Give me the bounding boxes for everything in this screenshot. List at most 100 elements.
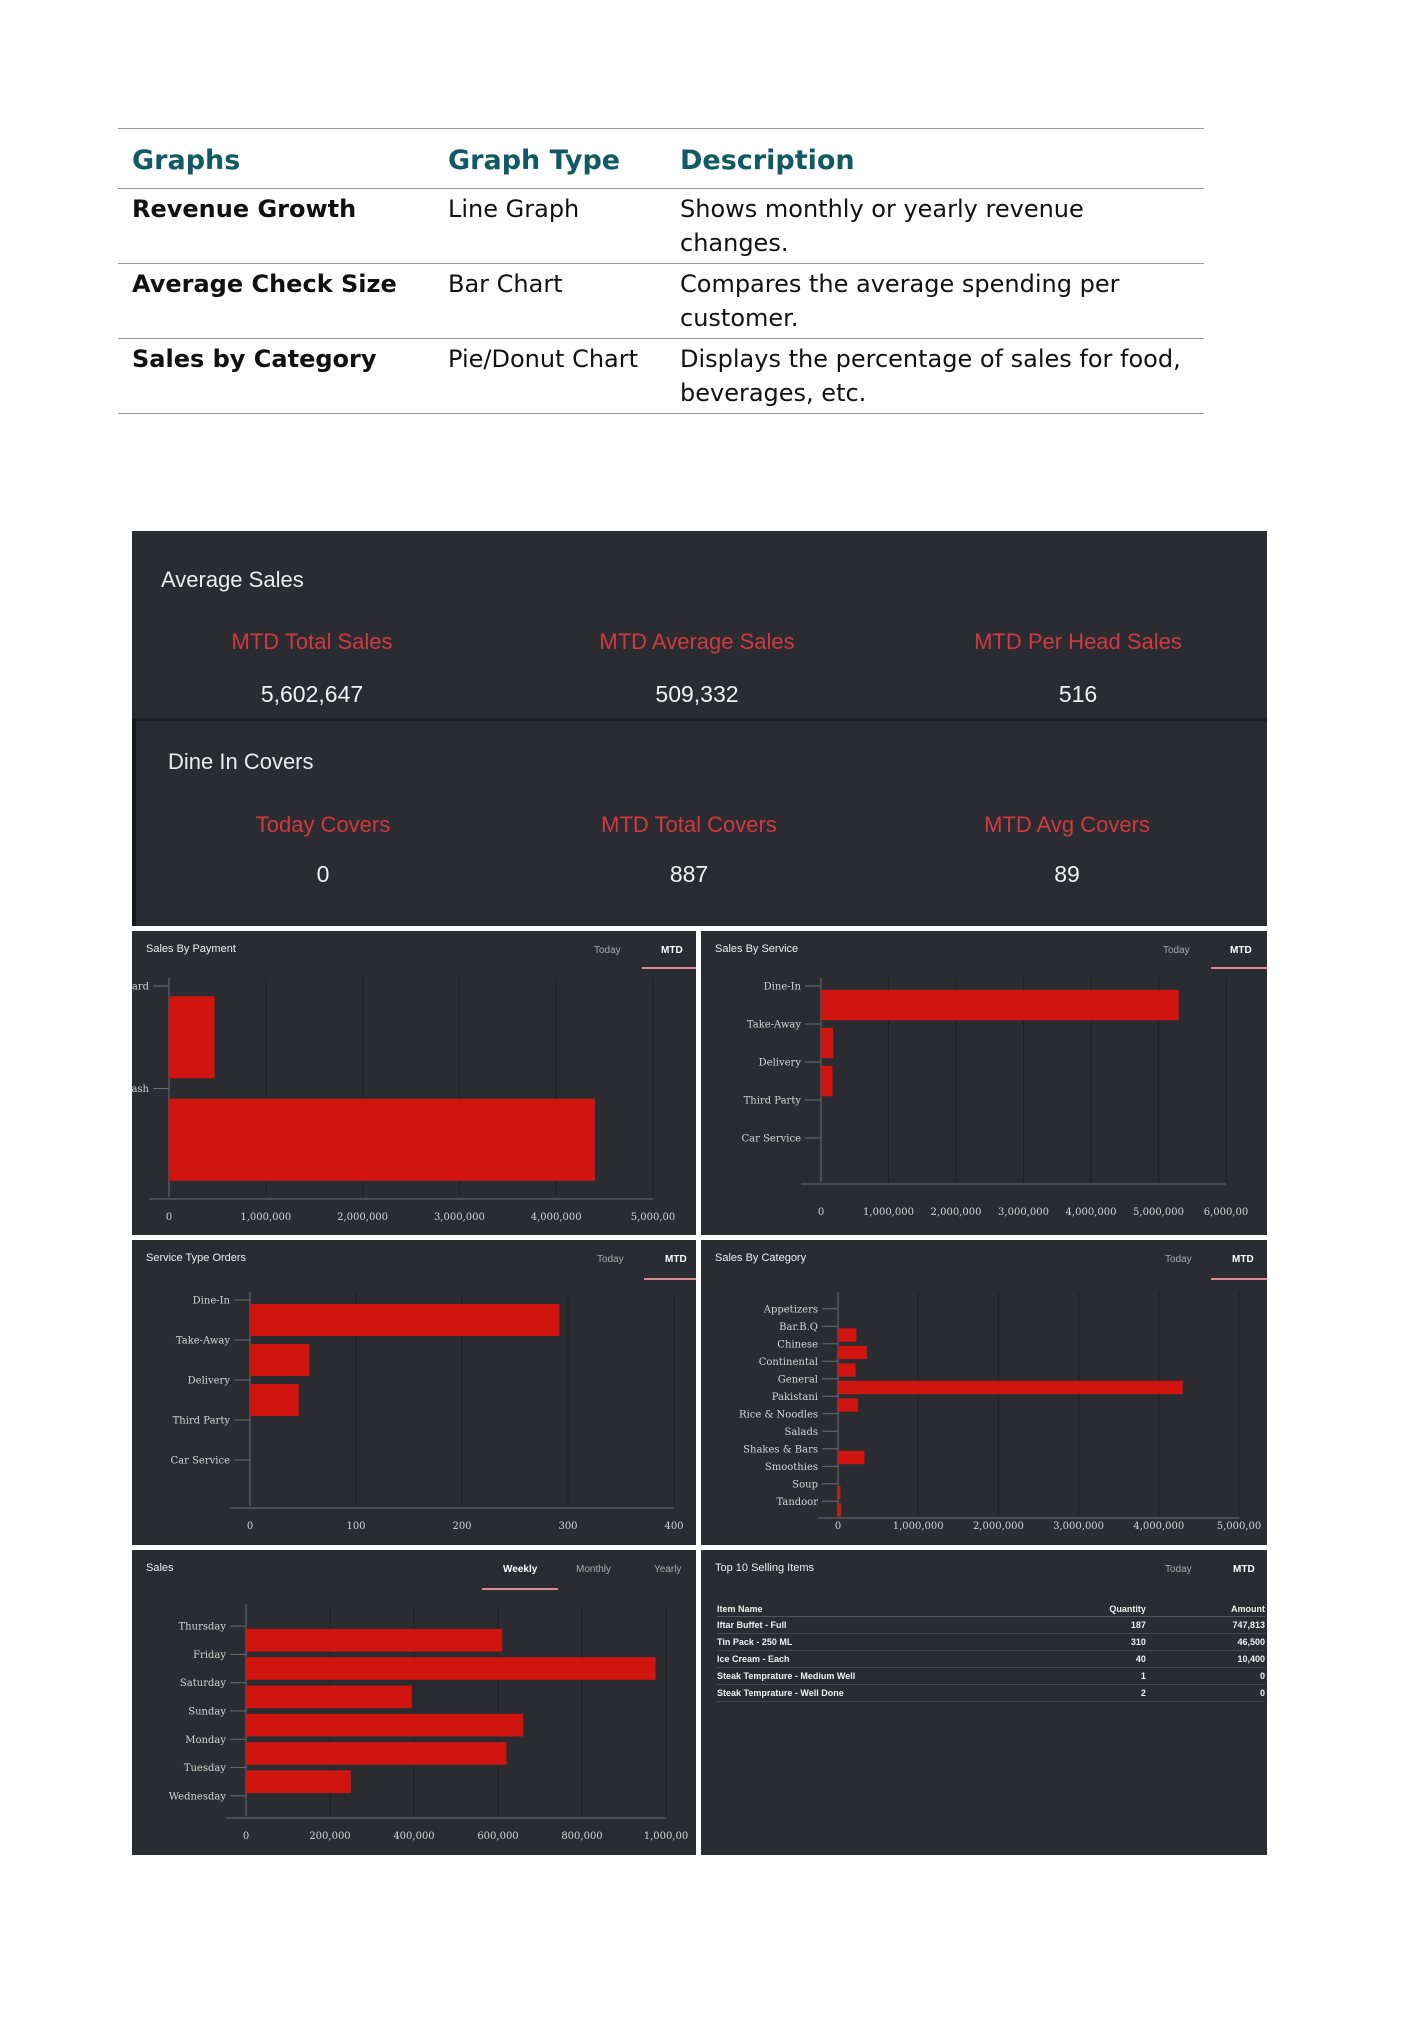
sales-by-payment-title: Sales By Payment (146, 943, 236, 955)
bar[interactable] (250, 1304, 560, 1336)
bar[interactable] (821, 1065, 833, 1097)
bar[interactable] (250, 1344, 310, 1376)
item-name-cell: Iftar Buffet - Full (717, 1616, 1015, 1634)
bar[interactable] (838, 1398, 859, 1412)
sales-by-category-title: Sales By Category (715, 1252, 807, 1264)
table-row[interactable]: Iftar Buffet - Full 187 747,813 (717, 1616, 1265, 1634)
tab-today[interactable]: Today (1163, 945, 1190, 956)
bar[interactable] (838, 1380, 1183, 1395)
table-row[interactable]: Steak Temprature - Well Done 2 0 (717, 1684, 1265, 1702)
y-category-label: Sunday (188, 1707, 226, 1718)
tab-today[interactable]: Today (594, 945, 621, 956)
y-category-label: Soup (792, 1479, 818, 1490)
header-graph-type: Graph Type (434, 128, 666, 189)
table-row[interactable]: Ice Cream - Each 40 10,400 (717, 1650, 1265, 1668)
tab-mtd[interactable]: MTD (661, 945, 683, 956)
graphs-table: Graphs Graph Type Description Revenue Gr… (118, 128, 1204, 414)
today-covers-value: 0 (316, 861, 330, 887)
y-category-label: Tandoor (776, 1497, 818, 1508)
x-tick-label: 5,000,00 (631, 1212, 676, 1223)
bar[interactable] (169, 996, 215, 1079)
x-tick-label: 3,000,000 (998, 1207, 1049, 1218)
y-category-label: Rice & Noodles (739, 1409, 818, 1420)
kpi-left-edge (132, 718, 136, 926)
x-tick-label: 5,000,00 (1217, 1521, 1262, 1532)
tab-active-underline (1211, 1278, 1267, 1280)
mtd-total-covers-value: 887 (669, 861, 709, 887)
column-item-name: Item Name (717, 1602, 1015, 1617)
y-category-label: Card (132, 982, 150, 993)
sales-by-service-panel: Sales By Service Today MTD 0 1,000,000 2,0… (701, 931, 1267, 1235)
y-category-label: Car Service (171, 1456, 231, 1467)
sales-panel: Sales Weekly Monthly Yearly 0 200,000 400,… (132, 1550, 696, 1855)
bar[interactable] (246, 1628, 503, 1652)
tab-yearly[interactable]: Yearly (654, 1564, 682, 1575)
sales-by-payment-panel: Sales By Payment Today MTD 0 1,000,000 2,0… (132, 931, 696, 1235)
tab-mtd[interactable]: MTD (1232, 1254, 1254, 1265)
tab-today[interactable]: Today (1165, 1564, 1192, 1575)
bar[interactable] (838, 1363, 856, 1377)
sales-by-category-chart: 0 1,000,000 2,000,000 3,000,000 4,000,000 5,0… (739, 1292, 1262, 1532)
bar[interactable] (246, 1657, 656, 1680)
row-graph-type: Bar Chart (434, 263, 666, 339)
x-tick-label: 0 (818, 1207, 824, 1218)
tab-weekly[interactable]: Weekly (503, 1564, 538, 1575)
top-10-selling-items-title: Top 10 Selling Items (715, 1562, 815, 1574)
y-category-label: Friday (193, 1650, 226, 1661)
item-name-cell: Steak Temprature - Medium Well (717, 1667, 1015, 1685)
table-row[interactable]: Tin Pack - 250 ML 310 46,500 (717, 1633, 1265, 1651)
bar[interactable] (838, 1450, 865, 1465)
x-tick-label: 1,000,000 (240, 1212, 291, 1223)
y-category-label: Continental (759, 1357, 818, 1368)
bar[interactable] (838, 1485, 841, 1500)
tab-monthly[interactable]: Monthly (576, 1564, 612, 1575)
item-name-cell: Ice Cream - Each (717, 1650, 1015, 1668)
bar[interactable] (246, 1685, 412, 1709)
bar[interactable] (246, 1770, 351, 1794)
tab-today[interactable]: Today (597, 1254, 624, 1265)
y-category-label: Tuesday (184, 1763, 227, 1774)
bar[interactable] (838, 1503, 842, 1517)
x-tick-label: 300 (558, 1521, 577, 1532)
tab-mtd[interactable]: MTD (1233, 1564, 1255, 1575)
tab-active-underline (1211, 967, 1267, 969)
y-category-label: Thursday (179, 1622, 227, 1633)
sales-chart: 0 200,000 400,000 600,000 800,000 1,000,00 Thu… (169, 1604, 688, 1842)
table-row[interactable]: Steak Temprature - Medium Well 1 0 (717, 1667, 1265, 1685)
mtd-total-covers-label: MTD Total Covers (601, 812, 777, 837)
x-tick-label: 400 (664, 1521, 683, 1532)
x-tick-label: 1,000,000 (863, 1207, 914, 1218)
bar[interactable] (169, 1098, 595, 1181)
bar[interactable] (838, 1345, 867, 1360)
quantity-cell: 1 (1014, 1667, 1192, 1685)
bar[interactable] (246, 1742, 507, 1765)
y-category-label: Cash (132, 1084, 150, 1095)
tab-mtd[interactable]: MTD (665, 1254, 687, 1265)
bar[interactable] (838, 1328, 857, 1342)
bar[interactable] (250, 1384, 299, 1416)
dine-in-covers-title: Dine In Covers (168, 749, 314, 774)
bar[interactable] (246, 1713, 524, 1737)
table-row: Sales by Category Pie/Donut Chart Displa… (118, 338, 1204, 414)
quantity-cell: 40 (1014, 1650, 1192, 1668)
amount-cell: 0 (1191, 1684, 1265, 1702)
tab-mtd[interactable]: MTD (1230, 945, 1252, 956)
average-sales-title: Average Sales (161, 567, 304, 592)
mtd-per-head-sales-label: MTD Per Head Sales (974, 629, 1182, 654)
x-tick-label: 100 (346, 1521, 365, 1532)
tab-today[interactable]: Today (1165, 1254, 1192, 1265)
row-graph-type: Line Graph (434, 188, 666, 264)
top-10-items-table: Item Name Quantity Amount Iftar Buffet -… (717, 1602, 1265, 1702)
row-graph-type: Pie/Donut Chart (434, 338, 666, 414)
x-tick-label: 0 (835, 1521, 841, 1532)
table-row: Average Check Size Bar Chart Compares th… (118, 263, 1204, 339)
table-header-row: Graphs Graph Type Description (118, 128, 1204, 189)
bar[interactable] (821, 1027, 834, 1059)
x-tick-label: 4,000,000 (1133, 1521, 1184, 1532)
bar[interactable] (821, 989, 1179, 1021)
y-category-label: Take-Away (176, 1336, 231, 1347)
x-tick-label: 2,000,000 (337, 1212, 388, 1223)
x-tick-label: 3,000,000 (434, 1212, 485, 1223)
y-category-label: Smoothies (765, 1462, 818, 1473)
y-category-label: Third Party (173, 1416, 231, 1427)
